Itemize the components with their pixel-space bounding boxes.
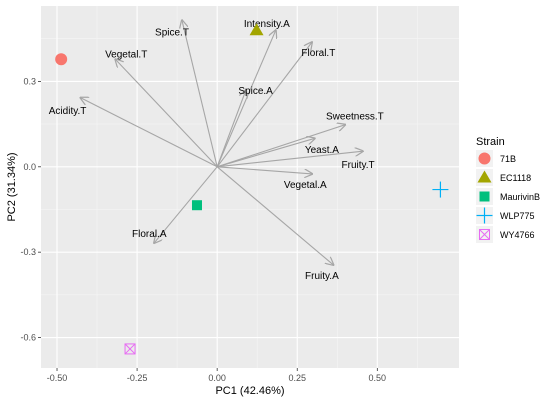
loading-labels: Spice.T Intensity.A Vegetal.T Floral.T Spice… — [49, 19, 384, 282]
legend-key-71b — [478, 152, 491, 165]
loading-arrow — [154, 166, 218, 243]
x-tick-label: 0.00 — [208, 373, 226, 383]
legend: Strain 71B EC1118 MaurivinB WLP775 WY4766 — [476, 136, 540, 243]
x-tick-label: 0.50 — [369, 373, 387, 383]
plot-panel — [41, 6, 459, 368]
point-71b — [55, 53, 68, 66]
strain-points — [55, 23, 449, 355]
legend-key-wy4766 — [479, 229, 490, 240]
sq-box — [124, 343, 136, 355]
grid-major — [41, 6, 459, 368]
loading-arrow — [217, 138, 315, 168]
sq-box — [479, 229, 490, 240]
loading-label: Intensity.A — [244, 19, 290, 30]
point-ec1118 — [249, 23, 264, 36]
sq-diag2 — [479, 229, 490, 240]
legend-key-maurivinb — [479, 191, 490, 202]
legend-label: EC1118 — [500, 173, 531, 183]
loading-arrow — [115, 59, 218, 168]
y-axis-title: PC2 (31.34%) — [6, 152, 18, 221]
loading-label: Sweetness.T — [326, 112, 384, 123]
y-axis-ticks: 0.3 0.0 -0.3 -0.6 — [20, 76, 41, 343]
loading-arrow — [216, 166, 333, 265]
y-tick-label: 0.0 — [23, 162, 36, 172]
legend-label: WLP775 — [500, 211, 535, 221]
loading-arrow — [216, 42, 312, 168]
loading-label: Floral.A — [132, 229, 167, 240]
legend-items: 71B EC1118 MaurivinB WLP775 WY4766 — [476, 150, 540, 243]
loading-arrow — [217, 166, 312, 174]
y-tick-label: -0.6 — [20, 333, 36, 343]
y-tick-label: -0.3 — [20, 247, 36, 257]
legend-label: WY4766 — [500, 230, 535, 240]
legend-key-ec1118 — [477, 170, 492, 183]
grid-minor — [41, 6, 459, 368]
legend-label: MaurivinB — [500, 192, 540, 202]
x-tick-label: 0.25 — [288, 373, 306, 383]
x-axis-ticks: -0.50 -0.25 0.00 0.25 0.50 — [47, 368, 386, 383]
legend-title: Strain — [476, 136, 505, 148]
loading-label: Yeast.A — [305, 145, 339, 156]
loading-label: Spice.A — [238, 86, 273, 97]
legend-label: 71B — [500, 154, 516, 164]
point-maurivinb — [191, 200, 202, 211]
point-wy4766 — [124, 343, 136, 355]
loading-arrow — [217, 151, 363, 168]
x-tick-label: -0.50 — [47, 373, 68, 383]
loading-arrow — [80, 98, 218, 168]
loading-arrows — [80, 20, 363, 265]
x-axis-title: PC1 (42.46%) — [215, 385, 284, 397]
loading-arrow — [182, 20, 218, 167]
loading-label: Vegetal.A — [284, 180, 327, 191]
point-wlp775 — [432, 181, 449, 198]
sq-diag2 — [124, 343, 136, 355]
legend-key-wlp775 — [476, 207, 493, 224]
loading-label: Acidity.T — [49, 106, 87, 117]
x-tick-label: -0.25 — [127, 373, 148, 383]
loading-label: Floral.T — [301, 48, 335, 59]
loading-arrow — [216, 90, 246, 167]
loading-label: Fruity.A — [305, 271, 339, 282]
loading-arrow — [216, 125, 345, 168]
loading-label: Spice.T — [155, 28, 189, 39]
loading-label: Vegetal.T — [105, 50, 147, 61]
loading-label: Fruity.T — [342, 160, 375, 171]
y-tick-label: 0.3 — [23, 76, 36, 86]
